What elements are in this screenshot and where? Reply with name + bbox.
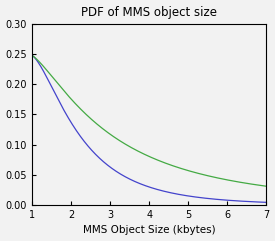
Title: PDF of MMS object size: PDF of MMS object size (81, 6, 217, 19)
X-axis label: MMS Object Size (kbytes): MMS Object Size (kbytes) (83, 225, 216, 235)
